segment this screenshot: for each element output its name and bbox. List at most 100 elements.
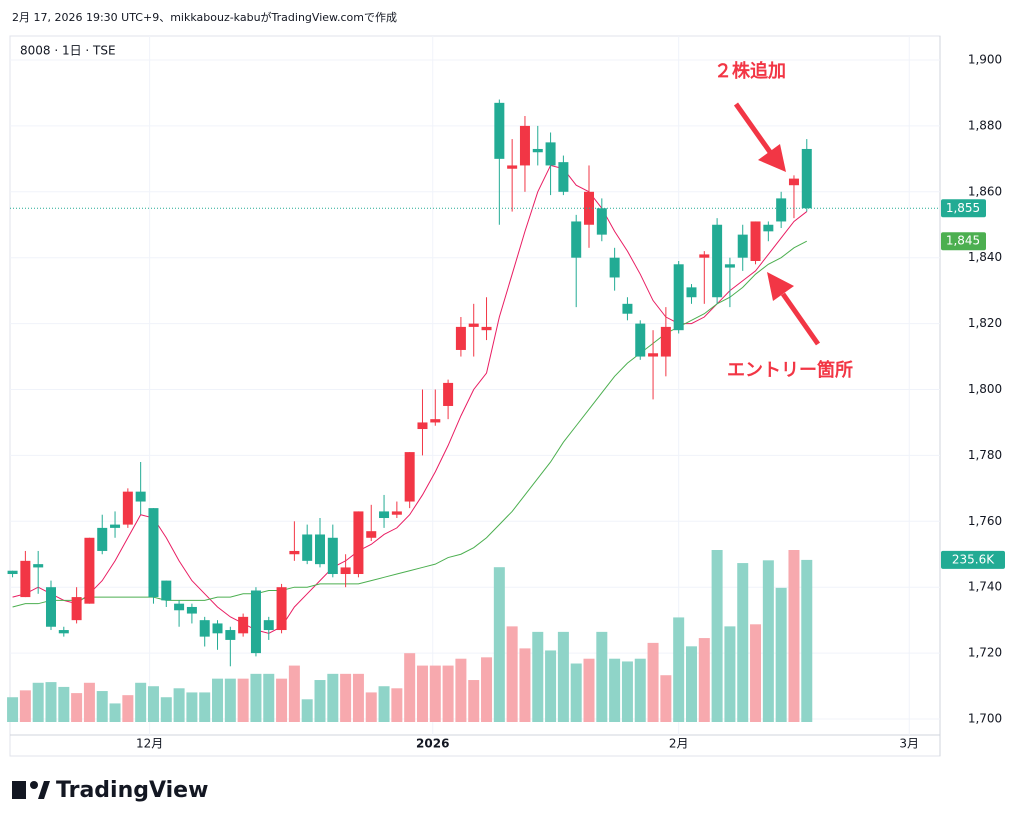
candle-body xyxy=(110,524,121,528)
price-tag xyxy=(941,232,986,251)
arrow xyxy=(733,102,773,154)
candle-body xyxy=(622,303,633,314)
volume-bar xyxy=(45,682,57,722)
volume-bar xyxy=(660,675,672,722)
annotation: エントリー箇所 xyxy=(727,359,853,381)
candle-body xyxy=(302,534,313,561)
candle-body xyxy=(404,452,415,502)
volume-bar xyxy=(801,559,813,722)
candle-body xyxy=(571,221,582,258)
candle-body xyxy=(225,630,236,640)
candle-body xyxy=(161,580,172,601)
volume-bar xyxy=(442,665,454,722)
volume-bar xyxy=(147,686,159,722)
volume-bar xyxy=(263,673,275,722)
volume-bar xyxy=(109,703,121,722)
candle-body xyxy=(212,623,223,634)
logo-mark xyxy=(12,781,26,799)
annotation: ２株追加 xyxy=(714,60,786,82)
volume-bar xyxy=(301,699,313,722)
volume-bar xyxy=(7,697,19,722)
candle-body xyxy=(7,570,18,575)
arrow-head xyxy=(767,272,794,301)
price-tag xyxy=(941,199,986,218)
y-tick-label: 1,780 xyxy=(968,448,1002,462)
candle-body xyxy=(250,590,261,654)
volume-bar xyxy=(519,648,531,722)
candle-body xyxy=(276,587,287,631)
candle-body xyxy=(468,323,479,327)
y-tick-label: 1,800 xyxy=(968,382,1002,396)
candle-body xyxy=(788,178,799,186)
candle-body xyxy=(174,603,185,611)
volume-bar xyxy=(468,680,480,722)
logo: TradingView xyxy=(12,778,208,803)
volume-bar xyxy=(122,695,134,722)
symbol: 8008 · 1日 · TSE xyxy=(20,44,116,58)
candle-body xyxy=(660,326,671,357)
volume-bar xyxy=(314,680,326,722)
candle-body xyxy=(238,616,249,634)
volume-bar xyxy=(186,692,198,722)
volume-bar xyxy=(481,657,493,722)
volume-bar xyxy=(545,650,557,722)
candle-body xyxy=(776,198,787,222)
volume-bar xyxy=(237,678,249,722)
y-tick-label: 1,880 xyxy=(968,118,1002,132)
candle-body xyxy=(750,221,761,261)
volume-bar xyxy=(570,663,582,722)
volume-bar xyxy=(365,692,377,722)
volume-bar xyxy=(609,658,621,722)
candle-body xyxy=(289,550,300,555)
candle-body xyxy=(315,534,325,565)
volume-bar xyxy=(698,638,710,722)
volume-bar xyxy=(634,658,646,722)
candle-body xyxy=(353,511,364,575)
volume-bar xyxy=(391,688,403,722)
volume-bar xyxy=(583,658,595,722)
volume-bar xyxy=(288,665,300,722)
caption: 2月 17, 2026 19:30 UTC+9、mikkabouz-kabuがT… xyxy=(12,10,397,24)
plot xyxy=(7,36,940,735)
volume-bar xyxy=(685,646,697,722)
candle-body xyxy=(648,353,659,357)
candle-body xyxy=(519,125,530,166)
candle-body xyxy=(507,165,518,169)
price-tag-label: 1,855 xyxy=(946,201,980,215)
volume-bar xyxy=(775,587,787,722)
volume-bar xyxy=(71,693,83,722)
volume-bar xyxy=(96,691,108,722)
candle-body xyxy=(391,511,402,515)
volume-bar xyxy=(212,678,224,722)
candle-body xyxy=(340,567,351,575)
volume-bar xyxy=(557,631,569,722)
arrow-head xyxy=(758,144,786,172)
y-tick-label: 1,820 xyxy=(968,316,1002,330)
volume-bar xyxy=(647,642,659,722)
volume-bar xyxy=(404,653,416,722)
volume-bar xyxy=(455,658,467,722)
candle-body xyxy=(263,620,274,631)
candle-body xyxy=(724,264,735,268)
y-tick-label: 1,740 xyxy=(968,580,1002,594)
volume-bar xyxy=(58,686,70,722)
volume-bar xyxy=(327,673,339,722)
candle-body xyxy=(33,564,44,568)
candle-body xyxy=(327,537,338,575)
candle-body xyxy=(45,587,56,627)
volume-bar xyxy=(135,682,147,722)
candle-body xyxy=(801,148,812,209)
candle-body xyxy=(417,422,428,430)
y-tick-label: 1,720 xyxy=(968,646,1002,660)
candle-body xyxy=(58,630,69,634)
y-tick-label: 1,900 xyxy=(968,53,1002,67)
candle-body xyxy=(686,287,697,298)
volume-bar xyxy=(32,682,44,722)
logo-mark xyxy=(38,781,50,799)
candle-body xyxy=(20,560,31,598)
candle-body xyxy=(712,224,723,298)
volume-bar xyxy=(416,665,428,722)
volume-bar xyxy=(596,631,608,722)
candle-body xyxy=(699,254,710,258)
